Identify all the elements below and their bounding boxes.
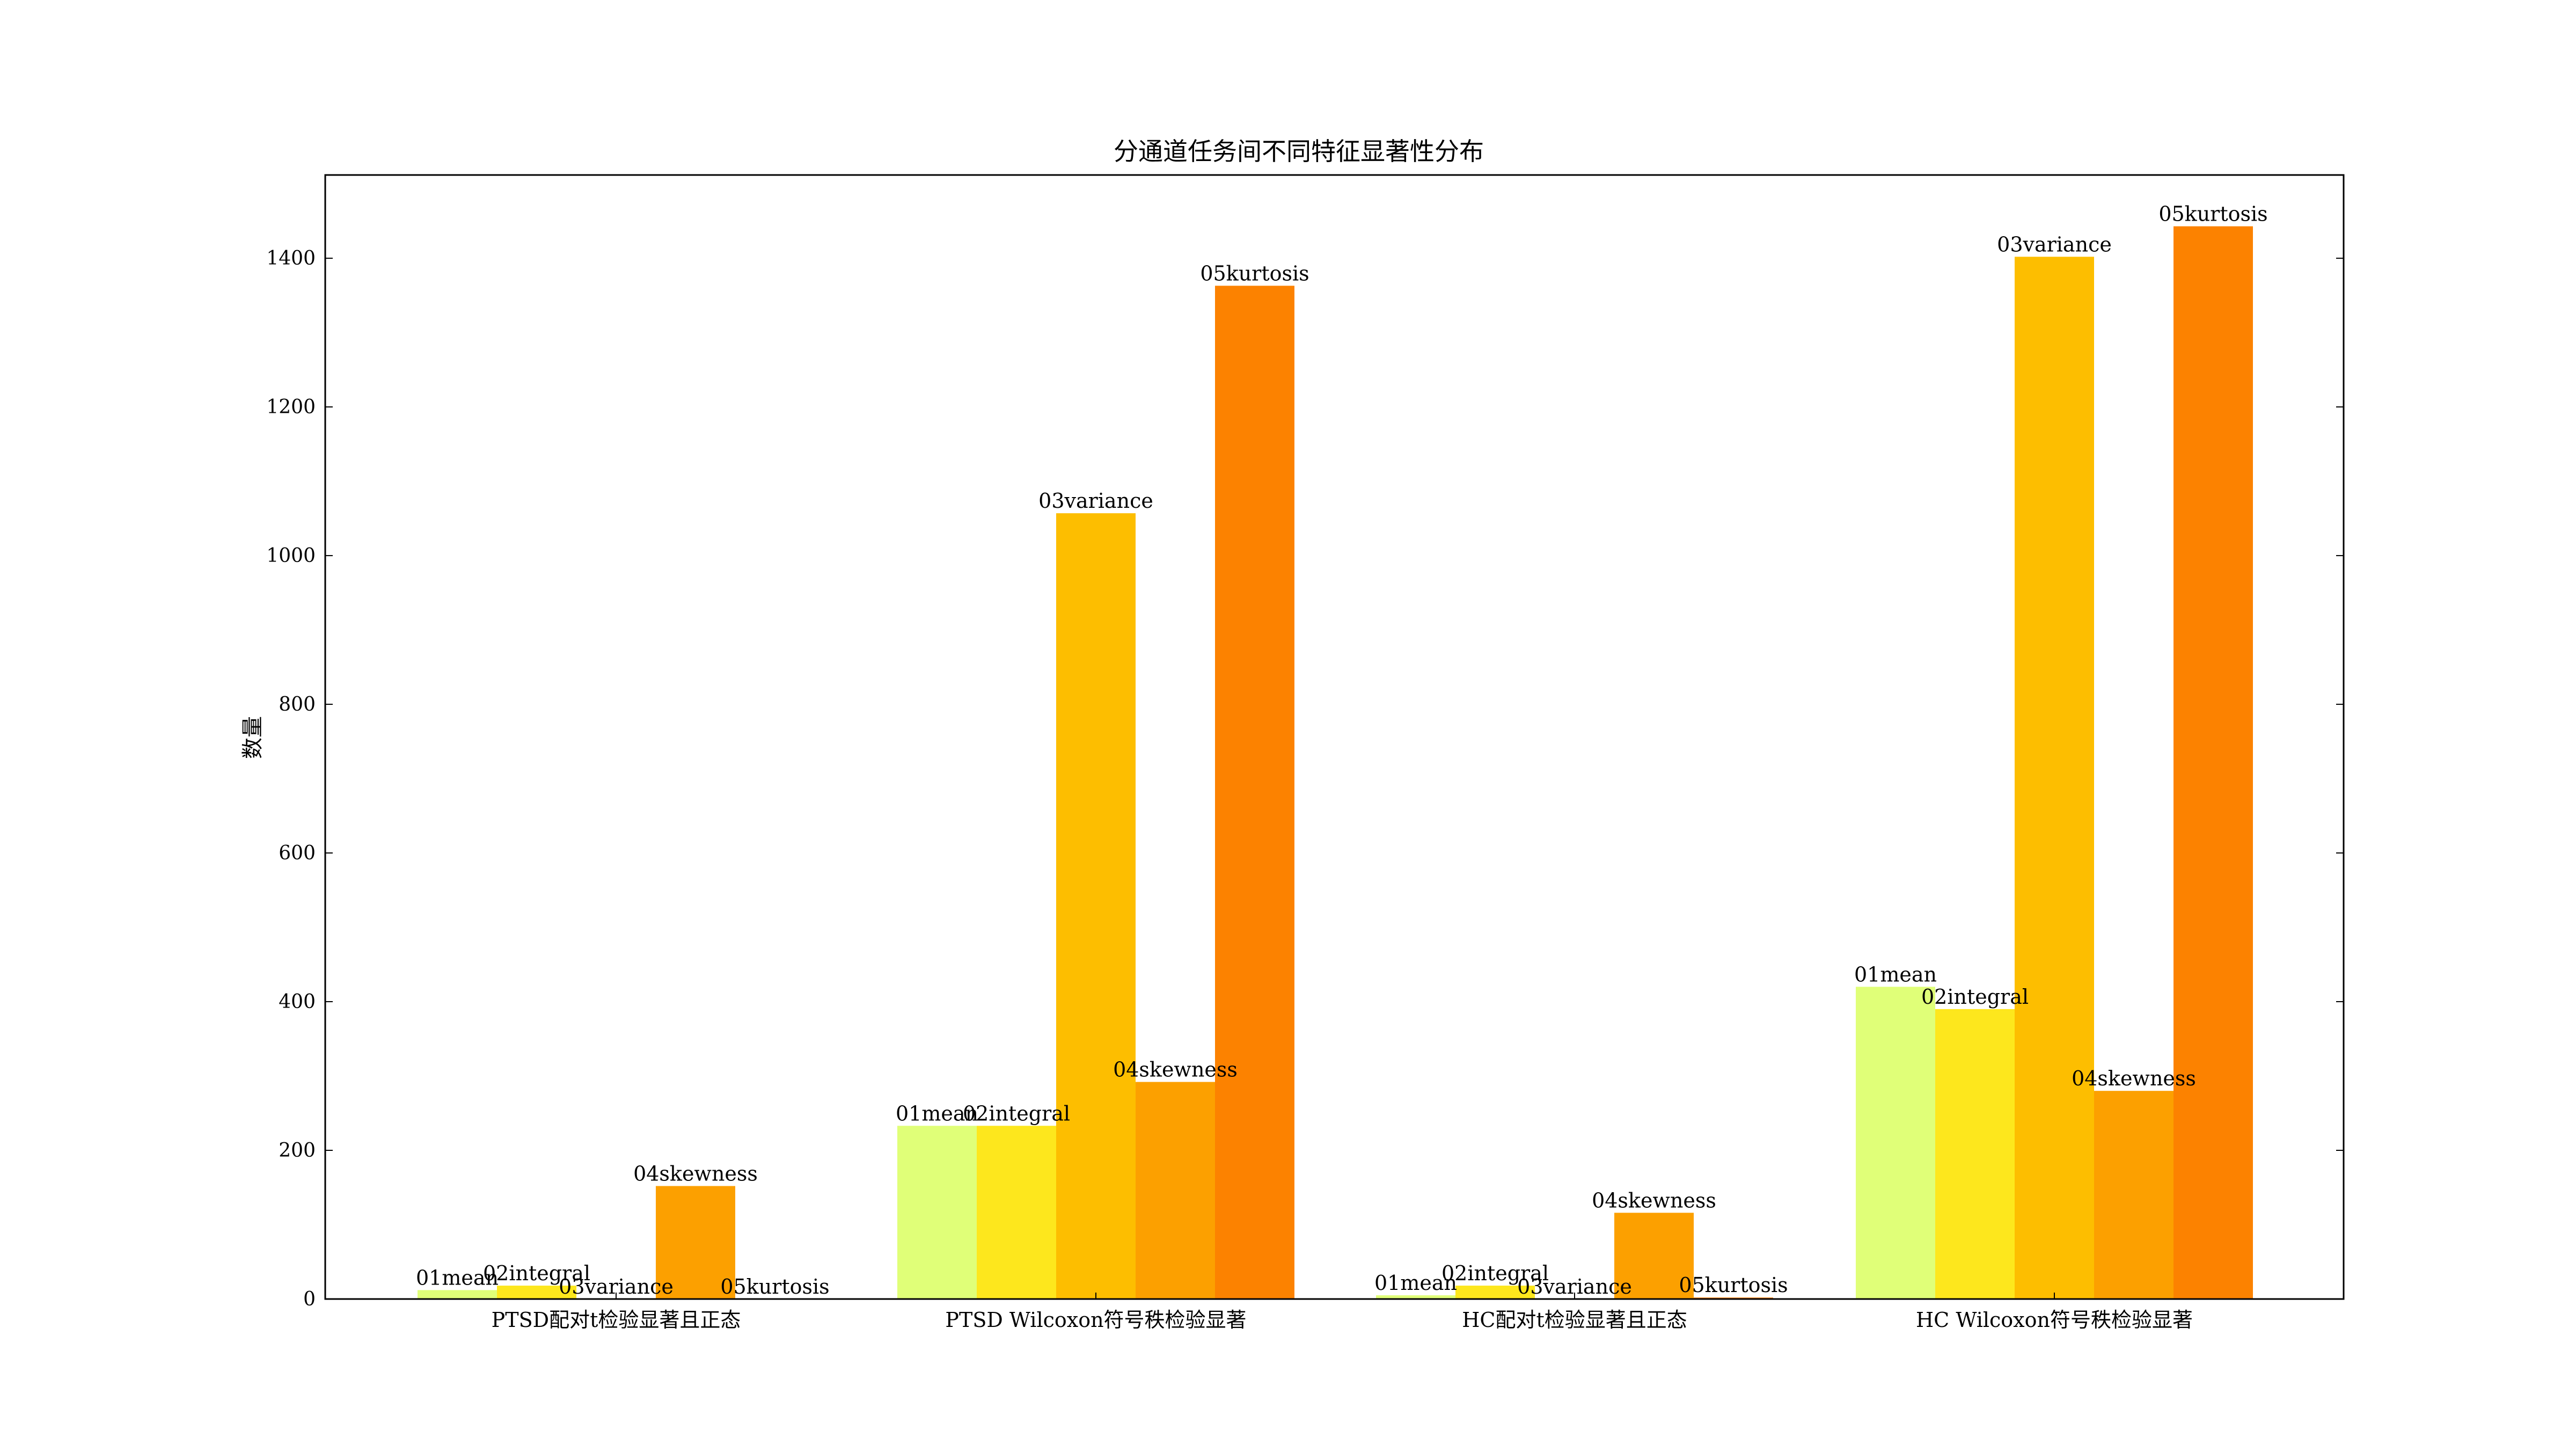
y-tick-label-5: 1000 <box>266 545 316 567</box>
y-axis-label: 数量 <box>240 716 265 759</box>
y-ticks: 0 200 400 600 800 1000 1200 1400 <box>266 247 2344 1310</box>
x-tick-label-0: PTSD配对t检验显著且正态 <box>492 1308 741 1332</box>
y-tick-label-0: 0 <box>303 1288 316 1310</box>
bar-05kurtosis-3 <box>2174 226 2253 1299</box>
bar-03variance-3 <box>2015 257 2094 1299</box>
bar-04skewness-3 <box>2094 1091 2174 1299</box>
bar-label-05kurtosis-0: 05kurtosis <box>720 1275 829 1298</box>
bar-01mean-1 <box>897 1126 977 1299</box>
bar-label-01mean-3: 01mean <box>1854 962 1937 986</box>
bar-label-02integral-0: 02integral <box>483 1261 590 1285</box>
bar-label-01mean-2: 01mean <box>1374 1271 1457 1295</box>
bar-03variance-1 <box>1056 513 1136 1299</box>
bar-01mean-3 <box>1856 987 1935 1299</box>
x-category-labels: PTSD配对t检验显著且正态 PTSD Wilcoxon符号秩检验显著 HC配对t检… <box>492 1308 2193 1332</box>
bar-label-03variance-1: 03variance <box>1038 489 1153 513</box>
bar-label-04skewness-2: 04skewness <box>1592 1188 1716 1212</box>
y-tick-label-7: 1400 <box>266 247 316 269</box>
x-tick-label-1: PTSD Wilcoxon符号秩检验显著 <box>945 1308 1246 1332</box>
x-tick-label-3: HC Wilcoxon符号秩检验显著 <box>1916 1308 2193 1332</box>
bar-02integral-2 <box>1455 1286 1535 1299</box>
y-tick-label-2: 400 <box>279 991 316 1013</box>
x-tick-label-2: HC配对t检验显著且正态 <box>1462 1308 1687 1332</box>
y-tick-label-6: 1200 <box>266 396 316 418</box>
bar-02integral-0 <box>497 1286 576 1299</box>
bar-label-04skewness-3: 04skewness <box>2072 1067 2196 1090</box>
bar-label-03variance-2: 03variance <box>1517 1275 1632 1298</box>
bar-label-04skewness-1: 04skewness <box>1113 1058 1238 1082</box>
bar-label-03variance-3: 03variance <box>1997 232 2112 256</box>
bar-02integral-3 <box>1935 1009 2015 1299</box>
bar-label-01mean-0: 01mean <box>416 1266 499 1289</box>
bar-04skewness-1 <box>1136 1082 1215 1299</box>
bar-label-02integral-2: 02integral <box>1441 1261 1549 1285</box>
bar-label-04skewness-0: 04skewness <box>633 1162 758 1185</box>
bar-01mean-0 <box>418 1290 497 1299</box>
bar-label-01mean-1: 01mean <box>896 1101 978 1125</box>
bar-labels: 01mean02integral03variance04skewness05ku… <box>416 202 2268 1298</box>
bar-02integral-1 <box>977 1126 1056 1299</box>
bar-label-05kurtosis-2: 05kurtosis <box>1679 1273 1788 1297</box>
plot-frame <box>324 174 2345 1300</box>
bar-label-02integral-3: 02integral <box>1921 985 2029 1009</box>
bar-label-05kurtosis-1: 05kurtosis <box>1200 261 1309 285</box>
y-tick-label-3: 600 <box>279 842 316 864</box>
bar-04skewness-0 <box>656 1186 735 1299</box>
bar-label-02integral-1: 02integral <box>963 1101 1070 1125</box>
bar-label-05kurtosis-3: 05kurtosis <box>2158 202 2267 226</box>
bar-04skewness-2 <box>1614 1213 1694 1299</box>
y-tick-label-1: 200 <box>279 1140 316 1162</box>
y-tick-label-4: 800 <box>279 694 316 716</box>
bar-label-03variance-0: 03variance <box>559 1275 674 1298</box>
bars-layer <box>418 226 2253 1299</box>
bar-01mean-2 <box>1376 1295 1455 1299</box>
chart-title: 分通道任务间不同特征显著性分布 <box>1114 137 1484 166</box>
bar-05kurtosis-1 <box>1215 286 1294 1299</box>
